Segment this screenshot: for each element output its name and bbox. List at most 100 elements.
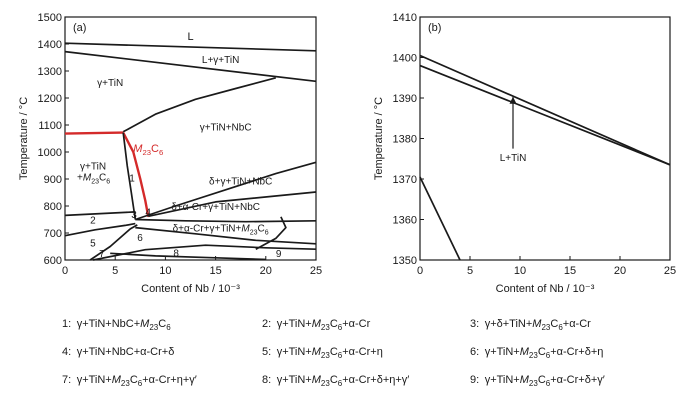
- legend-entry: 3: γ+δ+TiN+M23C6+α-Cr: [470, 318, 591, 332]
- panel-a-y-axis-label: Temperature / °C: [18, 97, 30, 180]
- panel-a-y-tick-label: 800: [44, 201, 62, 213]
- panel-a-series-line: [122, 132, 137, 220]
- panel-a-y-tick-label: 1500: [38, 12, 62, 24]
- panel-a-y-tick-label: 1400: [38, 39, 62, 51]
- label-region-1: 1: [129, 174, 135, 185]
- panel-b-series-line: [419, 176, 461, 261]
- panel-a-series-line: [92, 244, 317, 261]
- panel-a-series-line: [122, 132, 150, 218]
- panel-a-x-tick-label: 0: [62, 265, 68, 277]
- panel-a-series-line: [122, 76, 277, 133]
- panel-b-series-line: [419, 64, 671, 166]
- legend-entry-text: γ+TiN+NbC+M23C6: [76, 318, 171, 333]
- legend-entry-text: γ+TiN+M23C6+α-Cr+δ+η: [484, 346, 604, 361]
- legend-entry-number: 2:: [262, 318, 277, 330]
- panel-b-x-tick-label: 0: [417, 265, 423, 277]
- label-delta-gamma-tin-nbc: δ+γ+TiN+NbC: [209, 176, 272, 187]
- legend-entry-number: 6:: [470, 346, 485, 358]
- legend-entry-text: γ+TiN+NbC+α-Cr+δ: [76, 346, 175, 358]
- panel-b-x-tick-label: 20: [614, 265, 626, 277]
- legend-entry-text: γ+δ+TiN+M23C6+α-Cr: [484, 318, 591, 333]
- legend-entry: 2: γ+TiN+M23C6+α-Cr: [262, 318, 370, 332]
- panel-b-y-tick-label: 1370: [393, 174, 417, 186]
- panel-a-series-line: [64, 42, 317, 52]
- panel-b-y-tick-label: 1380: [393, 134, 417, 146]
- panel-b-x-tick-label: 25: [664, 265, 676, 277]
- panel-b-y-tick-label: 1360: [393, 215, 417, 227]
- panel-b-y-tick-label: 1410: [393, 12, 417, 24]
- legend-entry: 5: γ+TiN+M23C6+α-Cr+η: [262, 346, 383, 360]
- panel-a-y-tick-label: 1000: [38, 147, 62, 159]
- label-liquid: L: [187, 31, 193, 43]
- label-l-tin: L+TiN: [500, 153, 527, 164]
- legend-entry-text: γ+TiN+M23C6+α-Cr+η+γ′: [76, 374, 197, 389]
- panel-a-y-tick-label: 1200: [38, 93, 62, 105]
- label-region-5: 5: [90, 239, 96, 250]
- panel-a-series-line: [110, 252, 266, 261]
- panel-a-series-line: [89, 224, 138, 261]
- label-region-6: 6: [137, 233, 143, 244]
- panel-a-panel-label: (a): [73, 22, 86, 34]
- panel-b-frame: [419, 16, 671, 261]
- legend-entry: 7: γ+TiN+M23C6+α-Cr+η+γ′: [62, 374, 197, 388]
- panel-a-series-line: [64, 211, 136, 217]
- legend-entry-number: 3:: [470, 318, 485, 330]
- legend-entry-number: 7:: [62, 374, 77, 386]
- label-delta-acr-gamma-tin-m23c6: δ+α-Cr+γ+TiN+M23C6: [173, 224, 269, 237]
- label-gamma-tin-nbc: γ+TiN+NbC: [200, 122, 252, 133]
- panel-a-y-tick-label: 1300: [38, 66, 62, 78]
- label-region-2: 2: [90, 216, 96, 227]
- legend-entry: 1: γ+TiN+NbC+M23C6: [62, 318, 171, 332]
- panel-a-frame: [64, 16, 317, 261]
- legend-entry: 4: γ+TiN+NbC+α-Cr+δ: [62, 346, 174, 358]
- legend-entry-text: γ+TiN+M23C6+α-Cr+δ+γ′: [484, 374, 605, 389]
- label-delta-acr-gamma-tin-nbc: δ+α-Cr+γ+TiN+NbC: [171, 202, 260, 213]
- panel-b-y-axis-label: Temperature / °C: [373, 97, 385, 180]
- panel-a-series-line: [255, 216, 287, 250]
- panel-a-x-tick-label: 10: [159, 265, 171, 277]
- panel-a-series-line: [148, 191, 317, 218]
- panel-a-x-axis-label: Content of Nb / 10⁻³: [141, 283, 240, 295]
- panel-b-y-tick-label: 1390: [393, 93, 417, 105]
- legend-entry-number: 1:: [62, 318, 77, 330]
- panel-a-series-line: [64, 50, 317, 83]
- panel-a-x-tick-label: 5: [112, 265, 118, 277]
- panel-b-series-line: [419, 54, 671, 166]
- panel-a-y-tick-label: 1100: [38, 120, 62, 132]
- panel-a-y-tick-label: 700: [44, 228, 62, 240]
- label-gamma-tin-m23c6-a: γ+TiN: [80, 162, 106, 173]
- panel-b-y-tick-label: 1350: [393, 255, 417, 267]
- label-gamma-tin-m23c6-b: +M23C6: [77, 172, 110, 185]
- label-region-4: 4: [145, 207, 151, 218]
- legend-entry: 9: γ+TiN+M23C6+α-Cr+δ+γ′: [470, 374, 605, 388]
- legend-entry-text: γ+TiN+M23C6+α-Cr+η: [276, 346, 383, 361]
- panel-b-x-tick-label: 5: [467, 265, 473, 277]
- legend-entry-number: 9:: [470, 374, 485, 386]
- panel-b-x-tick-label: 10: [514, 265, 526, 277]
- legend-entry: 6: γ+TiN+M23C6+α-Cr+δ+η: [470, 346, 603, 360]
- label-region-3: 3: [131, 210, 137, 221]
- panel-a-series-line: [135, 218, 317, 223]
- panel-b-panel-label: (b): [428, 22, 441, 34]
- panel-a-x-tick-label: 25: [310, 265, 322, 277]
- legend-entry-number: 4:: [62, 346, 77, 358]
- panel-b-y-tick-label: 1400: [393, 53, 417, 65]
- panel-a-series-line: [135, 226, 317, 245]
- panel-a-series-line: [135, 161, 317, 221]
- label-l-gamma-tin: L+γ+TiN: [202, 55, 239, 66]
- legend-entry-number: 5:: [262, 346, 277, 358]
- panel-a-x-tick-label: 15: [209, 265, 221, 277]
- panel-b-x-axis-label: Content of Nb / 10⁻³: [496, 283, 595, 295]
- panel-a-y-tick-label: 600: [44, 255, 62, 267]
- label-m23c6: M23C6: [133, 143, 163, 157]
- legend-entry: 8: γ+TiN+M23C6+α-Cr+δ+η+γ′: [262, 374, 409, 388]
- label-region-8: 8: [173, 248, 179, 259]
- annotation-arrow-head: [509, 96, 517, 104]
- panel-a-series-line: [64, 131, 124, 135]
- panel-b-x-tick-label: 15: [564, 265, 576, 277]
- panel-a-y-tick-label: 900: [44, 174, 62, 186]
- label-region-9: 9: [276, 249, 282, 260]
- legend-entry-number: 8:: [262, 374, 277, 386]
